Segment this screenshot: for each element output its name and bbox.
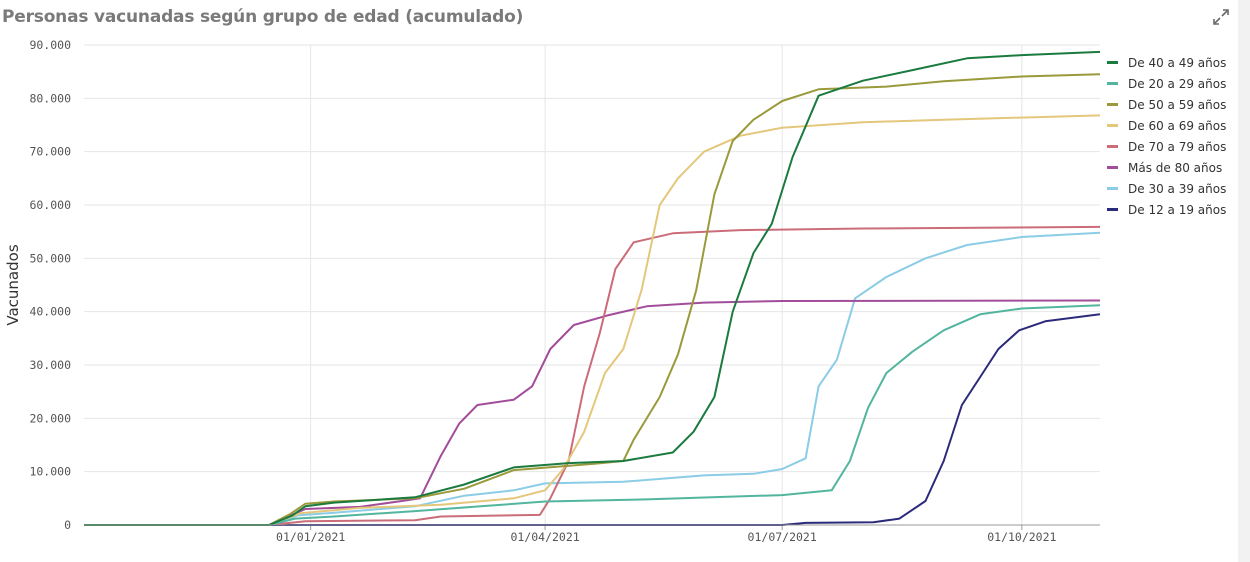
y-tick-label: 20.000: [29, 411, 71, 425]
legend-item[interactable]: Más de 80 años: [1107, 157, 1226, 178]
legend-label: De 60 a 69 años: [1128, 118, 1227, 133]
x-tick-label: 01/04/2021: [510, 530, 579, 544]
legend-item[interactable]: De 12 a 19 años: [1107, 199, 1226, 220]
series-line: [84, 304, 1100, 526]
series-lines: [84, 50, 1100, 526]
legend-label: De 70 a 79 años: [1128, 139, 1227, 154]
series-line: [84, 114, 1100, 526]
legend: De 40 a 49 años De 20 a 29 años De 50 a 59…: [1107, 52, 1226, 220]
y-tick-label: 10.000: [29, 465, 71, 479]
legend-swatch: [1107, 187, 1118, 190]
series-line: [84, 299, 1100, 526]
y-axis-label: Vacunados: [4, 244, 22, 325]
scrollbar-track[interactable]: [1238, 0, 1250, 562]
legend-label: De 30 a 39 años: [1128, 181, 1227, 196]
x-axis-ticks: 01/01/2021 01/04/2021 01/07/2021 01/10/2021: [276, 525, 1057, 544]
legend-label: Más de 80 años: [1128, 160, 1223, 175]
series-line: [84, 73, 1100, 526]
legend-swatch: [1107, 82, 1118, 85]
y-tick-label: 90.000: [29, 38, 71, 52]
legend-item[interactable]: De 70 a 79 años: [1107, 136, 1226, 157]
series-line: [84, 225, 1100, 526]
legend-item[interactable]: De 40 a 49 años: [1107, 52, 1226, 73]
legend-item[interactable]: De 60 a 69 años: [1107, 115, 1226, 136]
legend-swatch: [1107, 61, 1118, 64]
x-tick-label: 01/01/2021: [276, 530, 345, 544]
y-tick-label: 30.000: [29, 358, 71, 372]
series-line: [84, 231, 1100, 526]
legend-label: De 50 a 59 años: [1128, 97, 1227, 112]
legend-swatch: [1107, 145, 1118, 148]
line-chart: 0 10.000 20.000 30.000 40.000 50.000 60.000 70.…: [4, 38, 1100, 544]
y-tick-label: 70.000: [29, 145, 71, 159]
grid-lines: [84, 44, 1100, 525]
legend-swatch: [1107, 124, 1118, 127]
x-tick-label: 01/07/2021: [748, 530, 817, 544]
y-axis-ticks: 0 10.000 20.000 30.000 40.000 50.000 60.000 70.…: [29, 38, 71, 532]
legend-swatch: [1107, 166, 1118, 169]
chart-title: Personas vacunadas según grupo de edad (…: [2, 7, 524, 27]
series-line: [84, 313, 1100, 526]
legend-label: De 40 a 49 años: [1128, 55, 1227, 70]
expand-icon[interactable]: [1211, 7, 1231, 27]
series-line: [84, 50, 1100, 526]
y-tick-label: 80.000: [29, 91, 71, 105]
legend-label: De 20 a 29 años: [1128, 76, 1227, 91]
legend-label: De 12 a 19 años: [1128, 202, 1227, 217]
legend-item[interactable]: De 50 a 59 años: [1107, 94, 1226, 115]
legend-swatch: [1107, 103, 1118, 106]
y-tick-label: 60.000: [29, 198, 71, 212]
y-tick-label: 40.000: [29, 305, 71, 319]
x-tick-label: 01/10/2021: [987, 530, 1056, 544]
legend-swatch: [1107, 208, 1118, 211]
legend-item[interactable]: De 20 a 29 años: [1107, 73, 1226, 94]
y-tick-label: 0: [64, 518, 71, 532]
y-tick-label: 50.000: [29, 251, 71, 265]
legend-item[interactable]: De 30 a 39 años: [1107, 178, 1226, 199]
